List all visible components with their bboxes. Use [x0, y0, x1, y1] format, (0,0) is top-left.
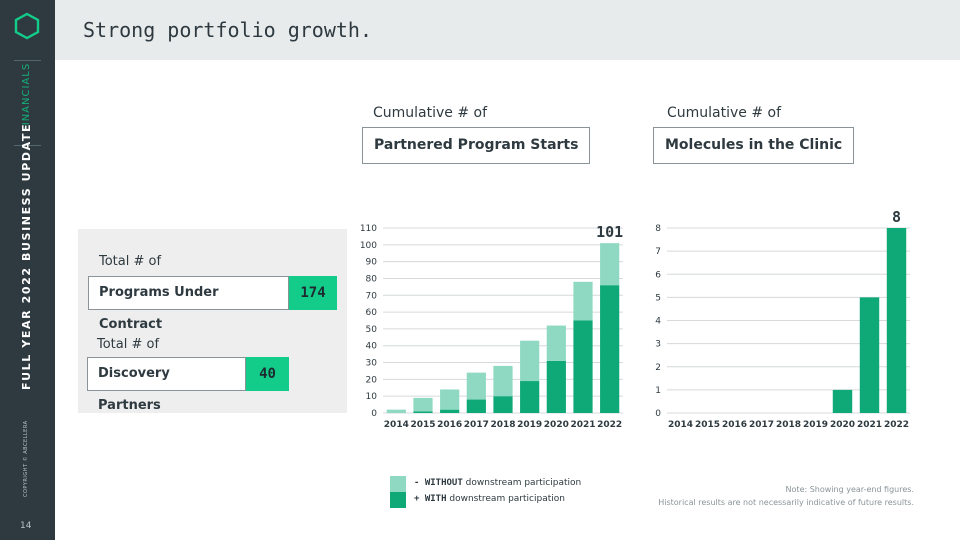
sidebar-divider	[14, 60, 41, 61]
y-tick-label: 4	[655, 317, 661, 327]
x-tick-label: 2015	[410, 420, 435, 430]
y-tick-label: 0	[655, 409, 661, 419]
bar-with	[520, 381, 540, 413]
x-tick-label: 2019	[803, 420, 828, 430]
chart-title: Molecules in the Clinic	[653, 127, 855, 164]
y-tick-label: 80	[366, 274, 378, 284]
legend-swatch-without	[390, 476, 406, 492]
y-tick-label: 60	[366, 308, 378, 318]
y-tick-label: 20	[366, 375, 378, 385]
hexagon-logo-icon	[14, 12, 40, 40]
bar-without	[573, 281, 593, 321]
chart-label: Cumulative # of	[373, 105, 488, 121]
bar-without	[546, 325, 566, 361]
x-tick-label: 2018	[490, 420, 515, 430]
y-tick-label: 0	[371, 409, 377, 419]
bar-without	[466, 372, 486, 400]
y-tick-label: 5	[655, 293, 661, 303]
data-label: 8	[892, 208, 901, 226]
bar-without	[493, 365, 513, 397]
y-tick-label: 50	[366, 325, 378, 335]
header-bar: Strong portfolio growth.	[55, 0, 960, 60]
stat-name: Discovery Partners	[87, 357, 246, 413]
x-tick-label: 2014	[384, 420, 409, 430]
bar-without	[386, 409, 406, 413]
y-tick-label: 40	[366, 342, 378, 352]
bar	[859, 297, 880, 413]
y-tick-label: 3	[655, 340, 661, 350]
x-tick-label: 2016	[437, 420, 462, 430]
x-tick-label: 2020	[830, 420, 855, 430]
footnote: Note: Showing year-end figures.	[785, 485, 914, 494]
bar-with	[440, 409, 460, 413]
legend-text: downstream participation	[465, 478, 582, 488]
legend-sign: + WITH	[414, 494, 447, 504]
x-tick-label: 2017	[749, 420, 774, 430]
page-number: 14	[20, 521, 32, 531]
bar-with	[413, 411, 433, 413]
x-tick-label: 2015	[695, 420, 720, 430]
bar-with	[600, 285, 620, 413]
bar-without	[520, 340, 540, 382]
y-tick-label: 7	[655, 247, 661, 257]
x-tick-label: 2021	[570, 420, 595, 430]
y-tick-label: 1	[655, 386, 661, 396]
bar-with	[573, 320, 593, 413]
y-tick-label: 10	[366, 392, 378, 402]
y-tick-label: 8	[655, 224, 661, 234]
bar-with	[466, 399, 486, 413]
bar-without	[600, 243, 620, 286]
bar-with	[546, 360, 566, 413]
bar-with	[493, 396, 513, 413]
stat-value: 174	[289, 276, 337, 310]
bar-without	[440, 389, 460, 410]
sidebar: FINANCIALS FULL YEAR 2022 BUSINESS UPDAT…	[0, 0, 55, 540]
x-tick-label: 2021	[857, 420, 882, 430]
stat-label: Total # of	[97, 337, 160, 352]
legend-swatch-with	[390, 492, 406, 508]
bar-without	[413, 397, 433, 412]
y-tick-label: 6	[655, 270, 661, 280]
bar	[832, 389, 853, 413]
x-tick-label: 2014	[668, 420, 693, 430]
x-tick-label: 2019	[517, 420, 542, 430]
y-tick-label: 30	[366, 359, 378, 369]
x-tick-label: 2022	[884, 420, 909, 430]
y-tick-label: 2	[655, 363, 661, 373]
x-tick-label: 2018	[776, 420, 801, 430]
legend-item-without: - WITHOUT downstream participation	[414, 478, 581, 488]
x-tick-label: 2020	[544, 420, 569, 430]
page-title: Strong portfolio growth.	[83, 18, 372, 42]
legend-sign: - WITHOUT	[414, 478, 463, 488]
stat-value: 40	[246, 357, 289, 391]
stat-label: Total # of	[99, 254, 162, 269]
stat-name: Programs Under Contract	[88, 276, 289, 332]
chart-title: Partnered Program Starts	[362, 127, 591, 164]
y-tick-label: 100	[360, 241, 377, 251]
y-tick-label: 110	[360, 224, 377, 234]
y-tick-label: 90	[366, 258, 378, 268]
footnote: Historical results are not necessarily i…	[658, 498, 914, 507]
y-tick-label: 70	[366, 291, 378, 301]
x-tick-label: 2017	[464, 420, 489, 430]
x-tick-label: 2022	[597, 420, 622, 430]
bar	[886, 228, 907, 413]
sidebar-divider	[14, 145, 41, 146]
legend-text: downstream participation	[449, 494, 565, 504]
chart-label: Cumulative # of	[667, 105, 782, 121]
legend-item-with: + WITH downstream participation	[414, 494, 565, 504]
data-label: 101	[596, 223, 623, 241]
x-tick-label: 2016	[722, 420, 747, 430]
